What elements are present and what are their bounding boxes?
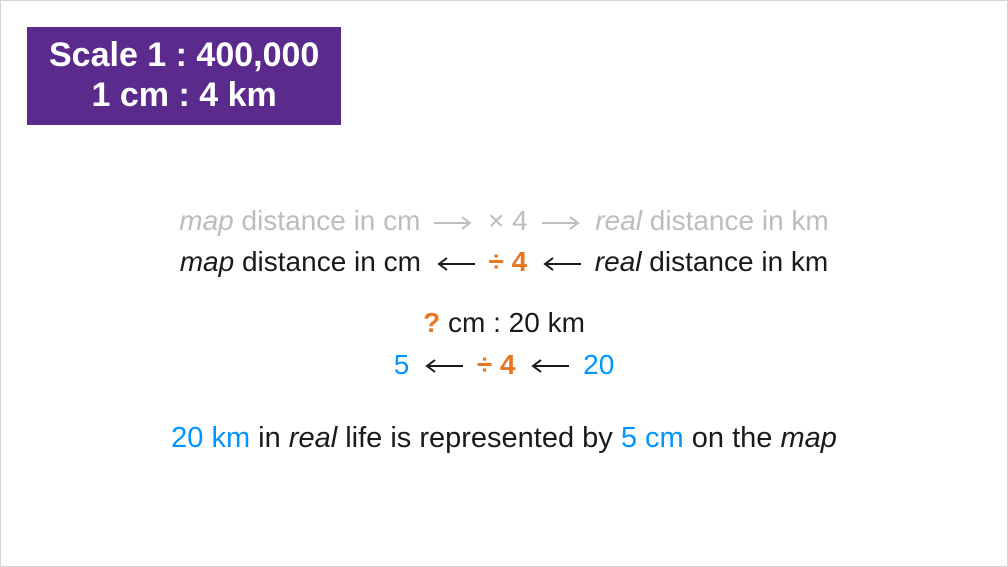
arrow-right-icon bbox=[432, 215, 476, 231]
question-ratio: ? cm : 20 km bbox=[1, 303, 1007, 342]
text: life is represented by bbox=[337, 422, 621, 454]
scale-line-2: 1 cm : 4 km bbox=[49, 75, 319, 115]
unknown-marker: ? bbox=[423, 307, 440, 338]
text: cm : 20 km bbox=[440, 307, 585, 338]
input-value: 20 bbox=[583, 349, 614, 380]
label-map: map bbox=[180, 246, 234, 277]
calculation: 5 ÷ 4 20 bbox=[1, 345, 1007, 384]
map-distance: 5 cm bbox=[621, 422, 684, 454]
operation: ÷ 4 bbox=[489, 246, 528, 277]
real-distance: 20 km bbox=[171, 422, 250, 454]
operation: × 4 bbox=[488, 205, 528, 236]
conclusion-sentence: 20 km in real life is represented by 5 c… bbox=[1, 418, 1007, 459]
arrow-left-icon bbox=[527, 358, 571, 374]
scale-line-1: Scale 1 : 400,000 bbox=[49, 35, 319, 75]
text: distance in cm bbox=[234, 246, 429, 277]
arrow-left-icon bbox=[433, 256, 477, 272]
text: distance in km bbox=[642, 246, 829, 277]
arrow-left-icon bbox=[539, 256, 583, 272]
text: distance in km bbox=[642, 205, 829, 236]
text: in bbox=[250, 422, 289, 454]
arrow-left-icon bbox=[421, 358, 465, 374]
reverse-relation: map distance in cm ÷ 4 real distance in … bbox=[1, 242, 1007, 281]
scale-banner: Scale 1 : 400,000 1 cm : 4 km bbox=[27, 27, 341, 125]
label-real: real bbox=[289, 422, 337, 454]
arrow-right-icon bbox=[540, 215, 584, 231]
label-real: real bbox=[595, 246, 642, 277]
forward-relation: map distance in cm × 4 real distance in … bbox=[1, 201, 1007, 240]
text: distance in cm bbox=[234, 205, 429, 236]
label-map: map bbox=[780, 422, 836, 454]
label-real: real bbox=[595, 205, 642, 236]
text: on the bbox=[684, 422, 781, 454]
operation: ÷ 4 bbox=[477, 349, 516, 380]
worked-example: map distance in cm × 4 real distance in … bbox=[1, 201, 1007, 460]
label-map: map bbox=[179, 205, 233, 236]
result-value: 5 bbox=[394, 349, 410, 380]
